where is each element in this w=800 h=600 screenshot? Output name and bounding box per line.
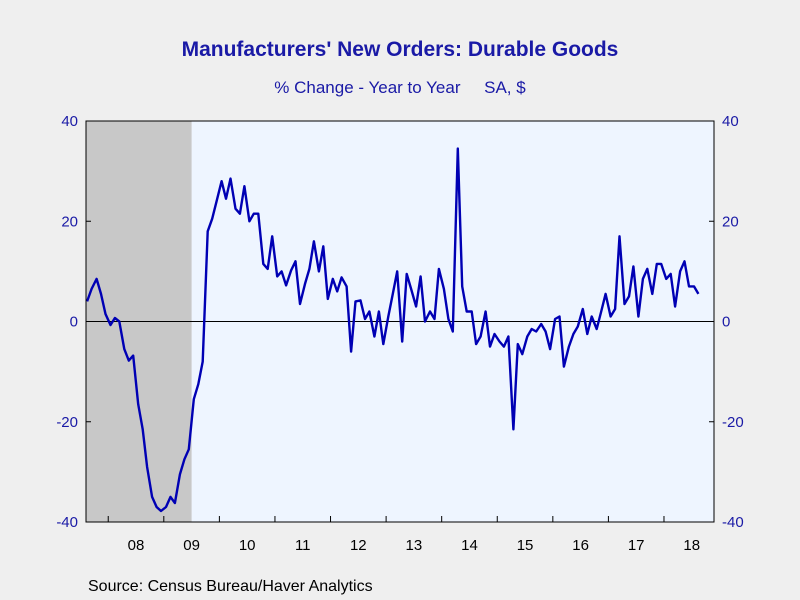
source-note: Source: Census Bureau/Haver Analytics [88,578,373,595]
y-tick-label-right: -40 [722,514,744,531]
y-tick-label-left: 40 [61,113,78,130]
chart-title: Manufacturers' New Orders: Durable Goods [181,38,619,61]
subtitle-units: SA, $ [484,78,526,97]
plot-frame [85,120,715,523]
series-line [85,147,700,513]
x-tick-label: 10 [239,537,256,554]
y-tick-label-left: 20 [61,213,78,230]
x-tick-label: 08 [128,537,145,554]
x-tick-label: 15 [517,537,534,554]
x-tick-label: 18 [683,537,700,554]
x-tick-label: 12 [350,537,367,554]
chart-subtitle: % Change - Year to Year SA, $ [0,78,800,98]
y-tick-label-right: -20 [722,414,744,431]
x-tick-label: 09 [183,537,200,554]
y-tick-label-right: 20 [722,213,739,230]
x-tick-label: 16 [572,537,589,554]
x-tick-label: 13 [406,537,423,554]
subtitle-measure: % Change - Year to Year [274,78,461,97]
x-tick-label: 14 [461,537,478,554]
y-tick-label-right: 0 [722,314,730,331]
y-tick-label-left: -20 [56,414,78,431]
x-tick-label: 17 [628,537,645,554]
y-tick-label-left: 0 [70,314,78,331]
x-tick-label: 11 [295,537,311,554]
y-tick-label-right: 40 [722,113,739,130]
y-tick-label-left: -40 [56,514,78,531]
